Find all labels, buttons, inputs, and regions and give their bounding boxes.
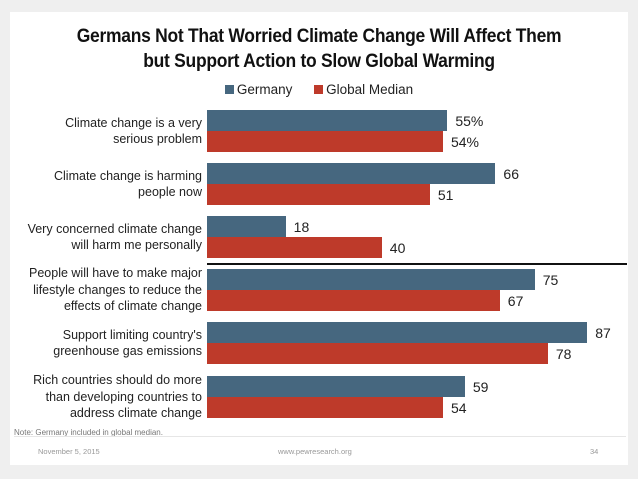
legend-item-germany: Germany: [224, 82, 293, 97]
bar-germany: [207, 376, 465, 397]
value-label-germany: 59: [472, 379, 489, 395]
category-label-line: Climate change is harming: [54, 168, 202, 183]
legend-item-global-median: Global Median: [314, 82, 413, 97]
value-label-global-median: 54: [450, 400, 467, 416]
value-label-germany: 87: [595, 325, 611, 341]
category-label: Climate change is a very serious problem: [65, 115, 202, 148]
bar-germany: [207, 322, 588, 343]
category-label-line: serious problem: [113, 132, 202, 146]
chart-title: Germans Not That Worried Climate Change …: [26, 24, 613, 74]
value-label-germany: 18: [293, 219, 310, 235]
category-label: Rich countries should do more than develo…: [33, 372, 202, 422]
category-label-line: Rich countries should do more: [33, 373, 202, 388]
category-label-line: greenhouse gas emissions: [53, 344, 202, 358]
bar-global-median: [207, 397, 443, 418]
value-label-global-median: 67: [507, 293, 524, 309]
value-label-global-median: 51: [437, 187, 454, 203]
bar-germany: [207, 216, 286, 237]
legend: Germany Global Median: [0, 82, 638, 97]
category-label-line: Climate change is a very: [65, 115, 202, 130]
footer-page-number: 34: [590, 447, 599, 456]
footer-url[interactable]: www.pewresearch.org: [278, 447, 352, 456]
value-label-germany: 55%: [455, 113, 484, 129]
footer-date: November 5, 2015: [38, 447, 100, 456]
bar-global-median: [207, 131, 443, 152]
value-label-germany: 66: [503, 166, 519, 182]
legend-label-global-median: Global Median: [326, 82, 414, 97]
bar-germany: [207, 269, 535, 290]
bar-global-median: [207, 184, 430, 205]
legend-swatch-germany: [224, 85, 234, 94]
chart-title-line-1: Germans Not That Worried Climate Change …: [76, 26, 562, 47]
category-label-line: will harm me personally: [71, 238, 202, 252]
category-label-line: address climate change: [69, 406, 202, 421]
legend-swatch-global-median: [314, 85, 324, 94]
bar-global-median: [207, 343, 548, 364]
category-label: Very concerned climate change will harm m…: [28, 221, 202, 254]
chart-note: Note: Germany included in global median.: [14, 428, 163, 437]
category-label: Climate change is harming people now: [54, 168, 202, 201]
value-label-global-median: 78: [555, 346, 572, 362]
category-label-line: Support limiting country's: [62, 327, 202, 342]
category-label: Support limiting country's greenhouse gas…: [53, 327, 202, 360]
category-label-line: people now: [138, 185, 202, 199]
bar-global-median: [207, 237, 382, 258]
value-label-germany: 75: [542, 272, 559, 288]
chart-title-line-2: but Support Action to Slow Global Warmin…: [143, 51, 495, 72]
category-label-line: than developing countries to: [45, 389, 202, 404]
separator-line: [207, 263, 627, 265]
bar-global-median: [207, 290, 500, 311]
value-label-global-median: 40: [389, 240, 406, 256]
category-label-line: lifestyle changes to reduce the: [33, 282, 202, 297]
bar-germany: [207, 110, 448, 131]
bar-germany: [207, 163, 496, 184]
legend-label-germany: Germany: [236, 82, 293, 97]
category-label-line: effects of climate change: [63, 299, 202, 314]
category-label-line: People will have to make major: [29, 266, 202, 281]
category-label-line: Very concerned climate change: [27, 221, 202, 236]
value-label-global-median: 54%: [450, 134, 479, 150]
category-label: People will have to make major lifestyle …: [29, 265, 202, 315]
footer-divider: [14, 436, 626, 437]
